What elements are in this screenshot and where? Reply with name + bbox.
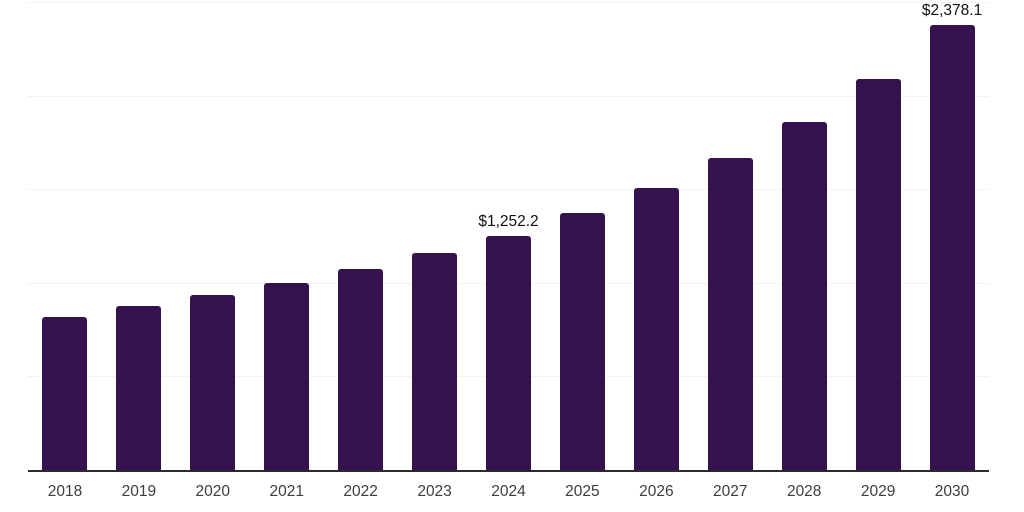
x-tick-label-2024: 2024 bbox=[491, 483, 526, 500]
x-tick-label-2027: 2027 bbox=[713, 483, 748, 500]
x-axis-line bbox=[28, 470, 989, 472]
bar-2024[interactable] bbox=[486, 235, 531, 470]
bar-value-label-2030: $2,378.1 bbox=[921, 1, 983, 19]
bar-2018[interactable] bbox=[42, 316, 88, 470]
x-tick-label-2029: 2029 bbox=[860, 483, 896, 500]
plot-area: $1,252.2 $2,378.1 bbox=[28, 1, 989, 472]
x-tick-label-2019: 2019 bbox=[121, 483, 157, 500]
bar-2027[interactable] bbox=[707, 157, 753, 470]
x-tick-label-2018: 2018 bbox=[47, 483, 83, 500]
gridline-2500 bbox=[28, 2, 989, 3]
x-tick-label-2022: 2022 bbox=[343, 483, 378, 500]
bar-2023[interactable] bbox=[412, 252, 458, 470]
gridline-1500 bbox=[28, 189, 989, 191]
bar-2026[interactable] bbox=[633, 187, 679, 470]
gridline-2000 bbox=[28, 95, 989, 97]
x-tick-label-2030: 2030 bbox=[934, 483, 970, 500]
x-axis-labels: 2018 2019 2020 2021 2022 2023 2024 2025 2026 2027… bbox=[28, 484, 989, 504]
x-tick-label-2023: 2023 bbox=[417, 483, 452, 500]
x-tick-label-2025: 2025 bbox=[565, 483, 600, 500]
bar-2021[interactable] bbox=[264, 282, 310, 470]
x-tick-label-2028: 2028 bbox=[786, 483, 822, 500]
bar-2030[interactable] bbox=[929, 24, 975, 470]
bar-2028[interactable] bbox=[781, 121, 827, 470]
bar-2025[interactable] bbox=[559, 212, 605, 470]
x-tick-label-2026: 2026 bbox=[639, 483, 674, 500]
bar-2020[interactable] bbox=[190, 294, 236, 470]
x-tick-label-2021: 2021 bbox=[269, 483, 304, 500]
bar-value-label-2024: $1,252.2 bbox=[478, 212, 539, 230]
bar-2022[interactable] bbox=[338, 268, 384, 470]
bar-2029[interactable] bbox=[855, 78, 901, 470]
bar-2019[interactable] bbox=[116, 306, 162, 470]
x-tick-label-2020: 2020 bbox=[195, 483, 231, 500]
